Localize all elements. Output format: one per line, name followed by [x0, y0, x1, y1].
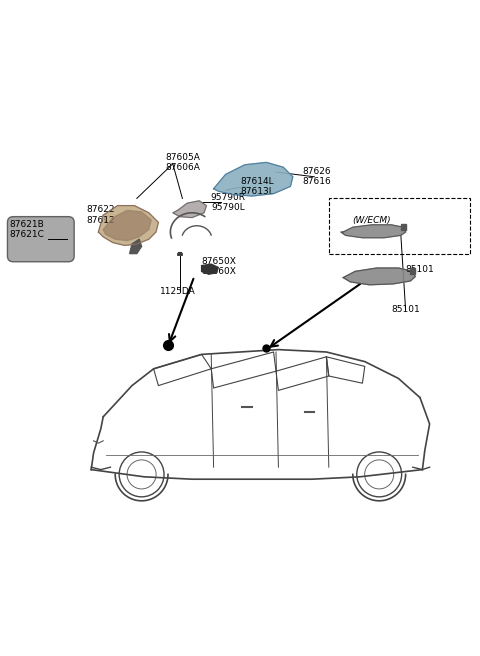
FancyBboxPatch shape: [8, 216, 74, 262]
Text: 87605A
87606A: 87605A 87606A: [165, 153, 200, 172]
Text: 87621B
87621C: 87621B 87621C: [9, 220, 44, 239]
Polygon shape: [410, 268, 415, 274]
Polygon shape: [202, 264, 218, 274]
Text: (W/ECM): (W/ECM): [353, 216, 391, 224]
Text: 85101: 85101: [391, 305, 420, 314]
Text: 1125DA: 1125DA: [160, 287, 195, 296]
Polygon shape: [103, 211, 151, 241]
Polygon shape: [130, 239, 142, 254]
Text: 87622
87612: 87622 87612: [86, 205, 115, 225]
Polygon shape: [98, 205, 158, 245]
Text: 87650X
87660X: 87650X 87660X: [201, 257, 236, 276]
Polygon shape: [214, 163, 293, 196]
Polygon shape: [401, 224, 406, 230]
Polygon shape: [343, 268, 415, 285]
Polygon shape: [173, 201, 206, 218]
Text: 87614L
87613L: 87614L 87613L: [240, 176, 274, 196]
Text: 87626
87616: 87626 87616: [302, 167, 331, 186]
Text: 95790R
95790L: 95790R 95790L: [211, 193, 245, 212]
Text: 85101: 85101: [406, 265, 434, 274]
Polygon shape: [341, 225, 406, 237]
Bar: [329, 198, 470, 254]
